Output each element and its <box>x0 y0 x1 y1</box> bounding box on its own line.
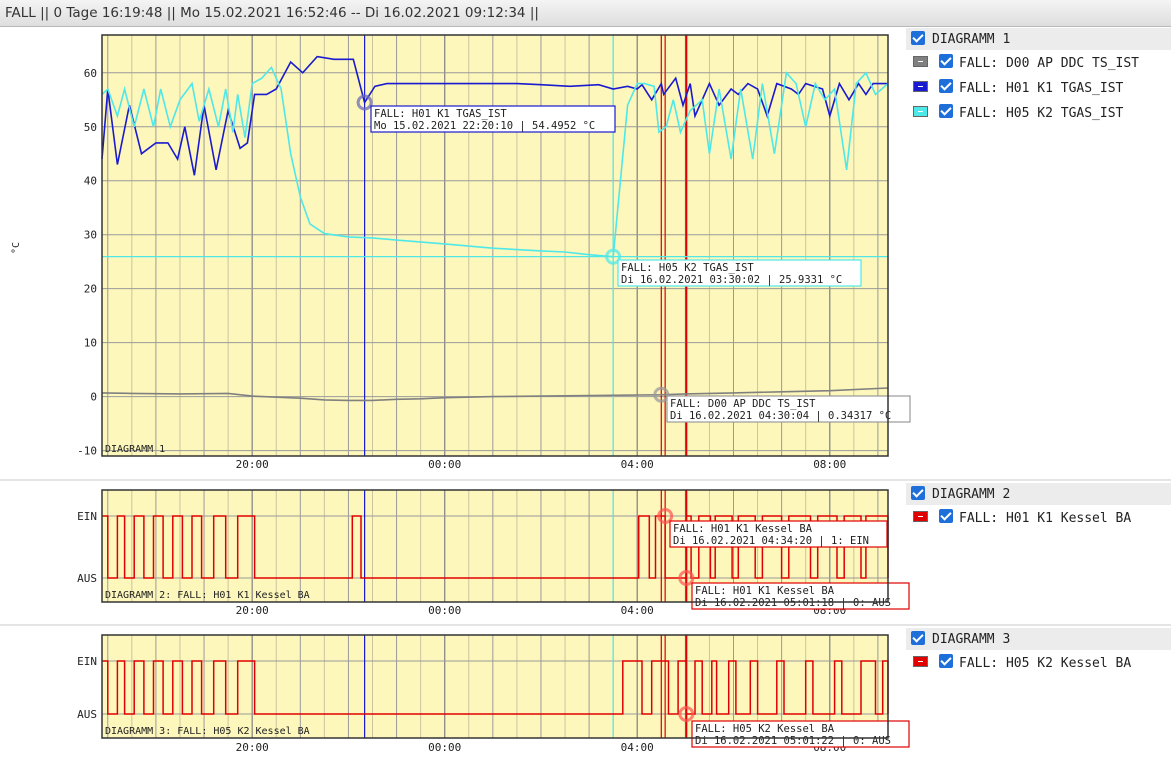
plot-frame <box>101 34 889 457</box>
x-tick-label: 20:00 <box>236 458 269 471</box>
tooltip-series-label: FALL: H01 K1 Kessel BA <box>673 523 813 535</box>
legend-item-label: FALL: H01 K1 Kessel BA <box>959 511 1132 526</box>
diagram-title: DIAGRAMM 1 <box>105 444 165 455</box>
legend-item-label: FALL: H05 K2 TGAS_IST <box>959 106 1124 121</box>
tooltip-value-label: Di 16.02.2021 03:30:02 | 25.9331 °C <box>621 274 842 286</box>
series-color-swatch[interactable] <box>913 106 928 117</box>
legend-header-checkbox[interactable] <box>911 31 925 45</box>
data-point-marker <box>356 94 373 111</box>
tooltip-series-label: FALL: H05 K2 Kessel BA <box>695 723 835 735</box>
series-line <box>101 65 889 258</box>
legend-item-h01: FALL: H01 K1 TGAS_IST <box>906 75 1171 100</box>
legend-header-label: DIAGRAMM 1 <box>932 32 1011 47</box>
window-title: FALL || 0 Tage 16:19:48 || Mo 15.02.2021… <box>5 5 539 21</box>
legend-item-h01-kessel: FALL: H01 K1 Kessel BA <box>906 505 1171 530</box>
tooltip-box <box>669 520 888 548</box>
series-color-swatch[interactable] <box>913 511 928 522</box>
series-step-line <box>102 660 889 715</box>
x-tick-label: 08:00 <box>813 458 846 471</box>
y-tick-label: -10 <box>77 445 97 458</box>
series-color-swatch[interactable] <box>913 81 928 92</box>
y-tick-label: 0 <box>90 391 97 404</box>
series-visibility-checkbox[interactable] <box>939 654 953 668</box>
tooltip-value-label: Di 16.02.2021 04:34:20 | 1: EIN <box>673 535 869 547</box>
title-bar: FALL || 0 Tage 16:19:48 || Mo 15.02.2021… <box>0 0 1171 27</box>
y-axis-label: °C <box>11 242 22 254</box>
legend-item-label: FALL: D00 AP DDC TS_IST <box>959 56 1140 71</box>
data-point-marker <box>605 248 622 265</box>
legend-item-h05: FALL: H05 K2 TGAS_IST <box>906 100 1171 125</box>
series-line <box>101 387 889 402</box>
series-color-swatch[interactable] <box>913 56 928 67</box>
y-category-label: AUS <box>77 572 97 585</box>
tooltip-value-label: Di 16.02.2021 04:30:04 | 0.34317 °C <box>670 410 891 422</box>
panel-separator <box>0 624 1171 626</box>
legend-header-label: DIAGRAMM 3 <box>932 632 1011 647</box>
tooltip-series-label: FALL: H01 K1 Kessel BA <box>695 585 835 597</box>
legend-header-checkbox[interactable] <box>911 486 925 500</box>
legend-header: DIAGRAMM 2 <box>906 483 1171 505</box>
data-point-marker <box>678 706 695 722</box>
x-tick-label: 00:00 <box>428 458 461 471</box>
data-point-marker <box>678 570 695 586</box>
legend-header-checkbox[interactable] <box>911 631 925 645</box>
x-tick-label: 04:00 <box>621 741 654 754</box>
tooltip-box <box>666 395 911 423</box>
panel-separator <box>0 479 1171 481</box>
tooltip-box <box>691 720 910 748</box>
x-tick-label: 00:00 <box>428 604 461 617</box>
series-visibility-checkbox[interactable] <box>939 104 953 118</box>
tooltip-box <box>617 259 862 287</box>
series-visibility-checkbox[interactable] <box>939 79 953 93</box>
x-tick-label: 20:00 <box>236 604 269 617</box>
legend-header-label: DIAGRAMM 2 <box>932 487 1011 502</box>
legend-diagramm-1: DIAGRAMM 1 FALL: D00 AP DDC TS_IST FALL:… <box>906 28 1171 125</box>
y-tick-label: 40 <box>84 175 97 188</box>
diagram-title: DIAGRAMM 3: FALL: H05 K2 Kessel BA <box>105 726 310 737</box>
y-category-label: EIN <box>77 510 97 523</box>
series-visibility-checkbox[interactable] <box>939 509 953 523</box>
plot-frame <box>101 489 889 603</box>
y-tick-label: 60 <box>84 67 97 80</box>
y-tick-label: 10 <box>84 337 97 350</box>
series-visibility-checkbox[interactable] <box>939 54 953 68</box>
x-tick-label: 04:00 <box>621 604 654 617</box>
x-tick-label: 20:00 <box>236 741 269 754</box>
tooltip-series-label: FALL: H01 K1 TGAS_IST <box>374 108 507 120</box>
legend-item-d00: FALL: D00 AP DDC TS_IST <box>906 50 1171 75</box>
x-tick-label: 04:00 <box>621 458 654 471</box>
tooltip-value-label: Mo 15.02.2021 22:20:10 | 54.4952 °C <box>374 120 595 132</box>
y-category-label: EIN <box>77 655 97 668</box>
legend-diagramm-3: DIAGRAMM 3 FALL: H05 K2 Kessel BA <box>906 628 1171 675</box>
y-category-label: AUS <box>77 708 97 721</box>
tooltip-value-label: Di 16.02.2021 05:01:22 | 0: AUS <box>695 735 891 747</box>
tooltip-series-label: FALL: D00 AP DDC TS_IST <box>670 398 816 410</box>
legend-item-h05-kessel: FALL: H05 K2 Kessel BA <box>906 650 1171 675</box>
legend-item-label: FALL: H05 K2 Kessel BA <box>959 656 1132 671</box>
tooltip-series-label: FALL: H05 K2 TGAS_IST <box>621 262 754 274</box>
tooltip-box <box>691 582 910 610</box>
tooltip-value-label: Di 16.02.2021 05:01:18 | 0: AUS <box>695 597 891 609</box>
legend-diagramm-2: DIAGRAMM 2 FALL: H01 K1 Kessel BA <box>906 483 1171 530</box>
legend-header: DIAGRAMM 3 <box>906 628 1171 650</box>
data-point-marker <box>657 508 674 524</box>
series-color-swatch[interactable] <box>913 656 928 667</box>
diagram-title: DIAGRAMM 2: FALL: H01 K1 Kessel BA <box>105 590 310 601</box>
x-tick-label: 00:00 <box>428 741 461 754</box>
legend-item-label: FALL: H01 K1 TGAS_IST <box>959 81 1124 96</box>
data-point-marker <box>653 386 670 403</box>
plot-frame <box>101 634 889 739</box>
y-tick-label: 30 <box>84 229 97 242</box>
plot-area <box>102 35 888 456</box>
legend-header: DIAGRAMM 1 <box>906 28 1171 50</box>
y-tick-label: 20 <box>84 283 97 296</box>
series-step-line <box>102 515 889 579</box>
y-tick-label: 50 <box>84 121 97 134</box>
tooltip-box <box>370 105 616 133</box>
